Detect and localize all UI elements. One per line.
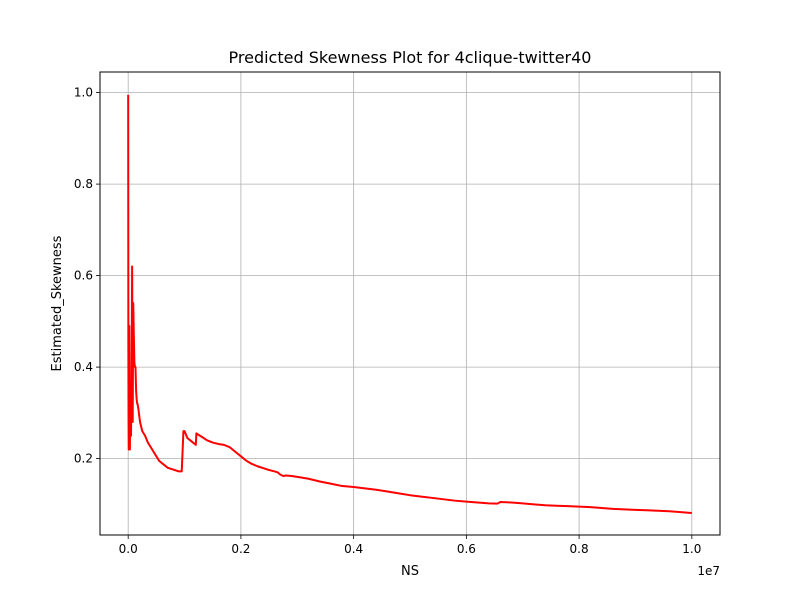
y-tick-label: 0.2 (74, 452, 93, 466)
y-tick-label: 0.4 (74, 360, 93, 374)
x-axis-label: NS (401, 564, 419, 579)
x-tick-label: 1.0 (682, 542, 701, 556)
x-tick-label: 0.4 (344, 542, 363, 556)
x-tick-label: 0.0 (119, 542, 138, 556)
y-tick-label: 1.0 (74, 86, 93, 100)
y-tick-label: 0.6 (74, 269, 93, 283)
chart-title: Predicted Skewness Plot for 4clique-twit… (229, 48, 592, 67)
plot-area-frame (99, 71, 721, 536)
x-tick-label: 0.6 (457, 542, 476, 556)
series-line-estimated-skewness (127, 94, 692, 515)
x-tick-label: 0.2 (231, 542, 250, 556)
x-tick-label: 0.8 (570, 542, 589, 556)
x-axis-ticks: 0.0 0.2 0.4 0.6 0.8 1.0 (119, 535, 701, 556)
x-axis-offset-label: 1e7 (697, 564, 720, 578)
y-tick-label: 0.8 (74, 177, 93, 191)
y-axis-ticks: 0.2 0.4 0.6 0.8 1.0 (74, 86, 100, 466)
y-axis-label: Estimated_Skewness (50, 235, 65, 371)
grid-lines (100, 72, 720, 535)
